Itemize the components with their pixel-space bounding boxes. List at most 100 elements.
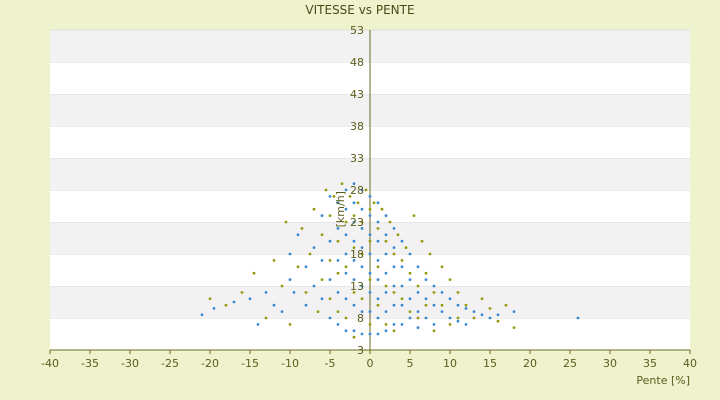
data-point: [408, 271, 412, 275]
data-point: [200, 313, 204, 317]
data-point: [336, 310, 340, 313]
data-point: [472, 310, 476, 313]
data-point: [416, 310, 420, 313]
data-point: [440, 265, 444, 269]
data-point: [320, 233, 324, 237]
data-point: [384, 291, 388, 294]
data-point: [392, 329, 396, 333]
data-point: [464, 303, 468, 307]
y-axis-label: [km/h]: [334, 191, 347, 227]
data-point: [432, 329, 436, 333]
data-point: [352, 201, 356, 205]
data-point: [352, 335, 356, 339]
data-point: [400, 323, 404, 326]
data-point: [428, 252, 432, 256]
data-point: [416, 291, 420, 294]
data-point: [368, 278, 372, 281]
x-tick-label: 35: [643, 357, 657, 370]
data-point: [320, 259, 324, 262]
data-point: [440, 310, 444, 313]
data-point: [368, 214, 372, 218]
data-point: [328, 316, 332, 320]
data-point: [392, 284, 396, 288]
data-point: [352, 303, 356, 307]
data-point: [440, 303, 444, 307]
data-point: [304, 303, 308, 307]
data-point: [256, 323, 260, 326]
data-point: [328, 259, 332, 262]
x-tick-label: -20: [201, 357, 219, 370]
x-tick-label: 15: [483, 357, 497, 370]
data-point: [336, 259, 340, 262]
x-tick-label: 25: [563, 357, 577, 370]
y-tick-label: 33: [350, 152, 364, 165]
data-point: [352, 220, 356, 224]
data-point: [480, 297, 484, 301]
data-point: [316, 310, 320, 313]
data-point: [488, 316, 492, 320]
data-point: [368, 233, 372, 237]
data-point: [360, 332, 364, 336]
data-point: [372, 201, 376, 205]
data-point: [368, 332, 372, 336]
data-point: [264, 291, 268, 294]
data-point: [384, 284, 388, 288]
data-point: [512, 310, 516, 313]
data-point: [348, 195, 352, 198]
data-point: [432, 303, 436, 307]
data-point: [424, 297, 428, 301]
data-point: [368, 291, 372, 294]
data-point: [352, 291, 356, 294]
data-point: [416, 326, 420, 329]
data-point: [304, 291, 308, 294]
data-point: [464, 323, 468, 326]
data-point: [512, 326, 516, 329]
data-point: [360, 310, 364, 313]
data-point: [292, 291, 296, 294]
data-point: [288, 323, 292, 326]
data-point: [352, 329, 356, 333]
data-point: [240, 291, 244, 294]
data-point: [284, 220, 288, 224]
data-point: [416, 284, 420, 288]
data-point: [252, 271, 256, 275]
data-point: [432, 323, 436, 326]
data-point: [336, 227, 340, 230]
data-point: [344, 188, 348, 192]
data-point: [344, 220, 348, 224]
data-point: [392, 291, 396, 294]
data-point: [440, 291, 444, 294]
data-point: [392, 265, 396, 269]
data-point: [376, 332, 380, 336]
data-point: [424, 271, 428, 275]
data-point: [424, 303, 428, 307]
data-point: [368, 195, 372, 198]
data-point: [376, 227, 380, 230]
x-tick-label: -15: [241, 357, 259, 370]
data-point: [448, 316, 452, 320]
data-point: [248, 297, 252, 301]
y-tick-label: 43: [350, 88, 364, 101]
data-point: [360, 207, 364, 211]
data-point: [400, 284, 404, 288]
data-point: [376, 220, 380, 224]
data-point: [404, 246, 408, 250]
data-point: [456, 319, 460, 323]
data-point: [472, 316, 476, 320]
x-axis-label: Pente [%]: [636, 374, 690, 387]
x-tick-label: -25: [161, 357, 179, 370]
data-point: [328, 297, 332, 301]
y-tick-label: 8: [357, 312, 364, 325]
x-tick-label: -30: [121, 357, 139, 370]
data-point: [364, 188, 368, 192]
data-point: [368, 271, 372, 275]
data-point: [496, 313, 500, 317]
data-point: [448, 278, 452, 281]
x-tick-label: 0: [367, 357, 374, 370]
data-point: [504, 303, 508, 307]
data-point: [360, 265, 364, 269]
data-point: [376, 303, 380, 307]
data-point: [288, 278, 292, 281]
